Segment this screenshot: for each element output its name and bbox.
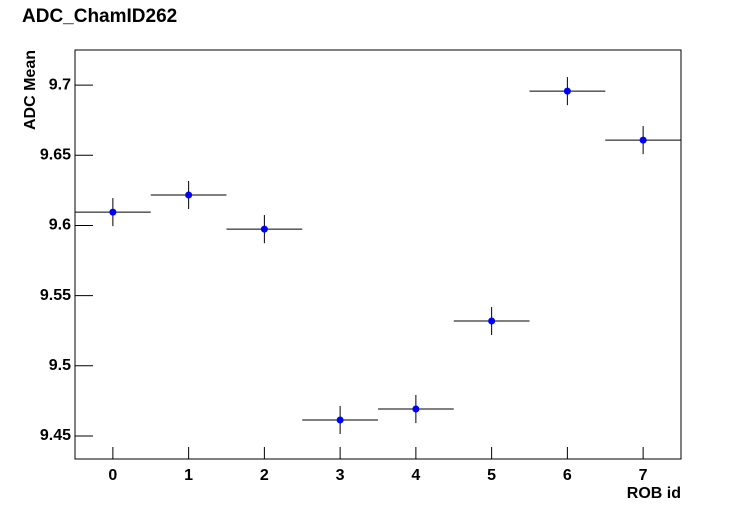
y-tick-label: 9.6 bbox=[49, 217, 71, 234]
y-tick-label: 9.65 bbox=[40, 146, 71, 163]
point bbox=[563, 87, 571, 95]
x-tick-label: 0 bbox=[108, 467, 117, 484]
x-axis-label: ROB id bbox=[627, 485, 681, 502]
x-tick-label: 2 bbox=[260, 467, 269, 484]
x-tick-label: 7 bbox=[639, 467, 648, 484]
point bbox=[412, 405, 420, 413]
point bbox=[185, 191, 193, 199]
y-axis-label: ADC Mean bbox=[22, 50, 39, 130]
y-tick-label: 9.7 bbox=[49, 76, 71, 93]
point bbox=[109, 208, 117, 216]
point bbox=[336, 416, 344, 424]
x-tick-label: 6 bbox=[563, 467, 572, 484]
x-tick-label: 4 bbox=[411, 467, 420, 484]
y-tick-label: 9.55 bbox=[40, 287, 71, 304]
point bbox=[488, 317, 496, 325]
x-tick-label: 5 bbox=[487, 467, 496, 484]
y-tick-label: 9.5 bbox=[49, 357, 71, 374]
point bbox=[639, 136, 647, 144]
chart-title: ADC_ChamID262 bbox=[22, 6, 177, 27]
point bbox=[260, 225, 268, 233]
y-tick-label: 9.45 bbox=[40, 427, 71, 444]
x-tick-label: 1 bbox=[184, 467, 193, 484]
plot-frame bbox=[74, 49, 682, 460]
x-tick-label: 3 bbox=[336, 467, 345, 484]
